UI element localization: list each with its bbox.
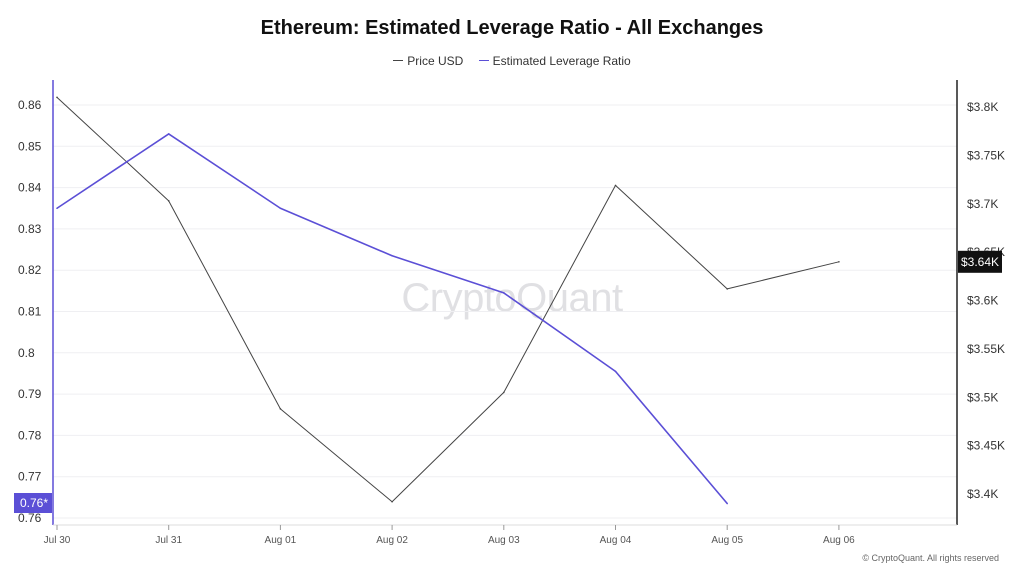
x-tick-label: Aug 05 bbox=[711, 535, 743, 546]
price-point bbox=[56, 96, 58, 99]
left-current-value-tag bbox=[14, 493, 52, 513]
legend-item-price[interactable]: Price USD bbox=[393, 54, 463, 68]
leverage-point bbox=[167, 133, 170, 135]
left-tick-label: 0.85 bbox=[18, 139, 42, 153]
x-tick-label: Jul 31 bbox=[155, 535, 182, 546]
x-tick-label: Aug 06 bbox=[823, 535, 855, 546]
right-tick-label: $3.5K bbox=[967, 390, 998, 404]
left-tick-label: 0.76 bbox=[18, 511, 42, 525]
x-tick-label: Aug 02 bbox=[376, 535, 408, 546]
price-point bbox=[838, 261, 840, 263]
leverage-point bbox=[56, 207, 58, 210]
right-tick-label: $3.8K bbox=[967, 100, 998, 114]
chart-title: Ethereum: Estimated Leverage Ratio - All… bbox=[260, 17, 764, 39]
legend-swatch-price bbox=[393, 60, 404, 61]
leverage-point bbox=[503, 292, 505, 294]
price-line bbox=[56, 96, 840, 503]
legend-swatch-leverage bbox=[478, 60, 489, 61]
x-tick-label: Aug 01 bbox=[265, 535, 297, 546]
left-tick-label: 0.77 bbox=[18, 470, 42, 484]
legend-label-price: Price USD bbox=[407, 53, 464, 68]
x-tick-label: Aug 04 bbox=[600, 535, 632, 546]
x-tick-label: Aug 03 bbox=[488, 535, 520, 546]
price-point bbox=[503, 391, 505, 394]
x-tick-label: Jul 30 bbox=[44, 535, 71, 546]
leverage-point bbox=[614, 370, 617, 373]
right-tick-label: $3.6K bbox=[967, 294, 998, 308]
right-tick-label: $3.7K bbox=[967, 197, 998, 211]
left-tick-label: 0.83 bbox=[18, 222, 42, 236]
price-point bbox=[167, 200, 170, 202]
right-current-value-tag bbox=[958, 250, 1002, 273]
legend-label-leverage: Estimated Leverage Ratio bbox=[492, 53, 631, 68]
price-point bbox=[614, 184, 617, 187]
left-tick-label: 0.86 bbox=[18, 98, 42, 112]
right-tick-label: $3.4K bbox=[967, 487, 998, 501]
left-tick-label: 0.78 bbox=[18, 428, 42, 442]
left-tick-label: 0.84 bbox=[18, 181, 42, 195]
leverage-line bbox=[56, 133, 728, 505]
leverage-point bbox=[726, 502, 728, 505]
left-tick-label: 0.8 bbox=[18, 346, 35, 360]
price-point bbox=[726, 288, 728, 290]
right-tick-label: $3.45K bbox=[967, 439, 1005, 453]
left-tick-label: 0.81 bbox=[18, 305, 42, 319]
right-tick-label: $3.75K bbox=[967, 148, 1005, 162]
copyright-text: © CryptoQuant. All rights reserved bbox=[862, 553, 999, 563]
left-current-value-label: 0.76* bbox=[20, 496, 48, 510]
price-point bbox=[391, 500, 393, 503]
legend-item-leverage[interactable]: Estimated Leverage Ratio bbox=[478, 53, 631, 68]
left-tick-label: 0.79 bbox=[18, 387, 42, 401]
right-tick-label: $3.55K bbox=[967, 342, 1005, 356]
right-current-value-label: $3.64K bbox=[961, 255, 999, 269]
price-point bbox=[279, 408, 282, 410]
left-tick-label: 0.82 bbox=[18, 263, 42, 277]
leverage-point bbox=[391, 254, 393, 257]
leverage-point bbox=[279, 207, 282, 210]
legend: Price USD Estimated Leverage Ratio bbox=[0, 50, 1024, 68]
